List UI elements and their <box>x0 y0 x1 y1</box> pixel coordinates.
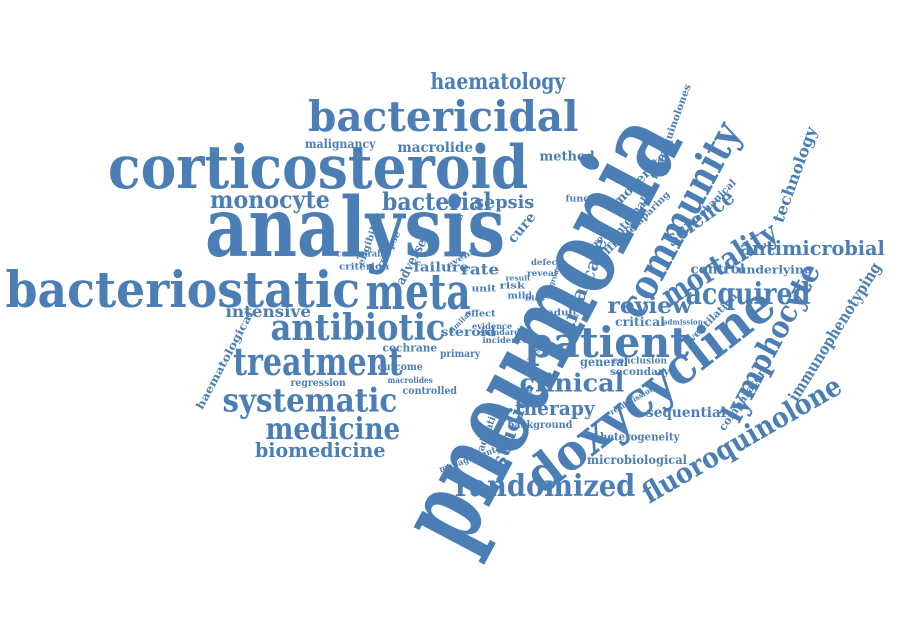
word-critical: critical <box>615 315 665 329</box>
word-bactericidal: bactericidal <box>308 92 579 141</box>
word-result: result <box>505 273 531 283</box>
word-intensive: intensive <box>225 302 312 321</box>
word-clinical: clinical <box>519 368 625 398</box>
word-technology: technology <box>768 124 821 226</box>
word-general: general <box>580 355 629 369</box>
word-controlled: controlled <box>402 386 458 397</box>
word-biomedicine: biomedicine <box>255 438 386 462</box>
word-randomized: randomized <box>455 469 636 504</box>
word-sepsis: sepsis <box>474 192 535 213</box>
word-malignancy: malignancy <box>305 137 376 151</box>
word-defect: defect <box>531 257 561 267</box>
word-mild: mild <box>507 291 533 302</box>
word-sequential: sequential <box>646 405 727 421</box>
word-underlying: underlying <box>737 263 813 277</box>
word-function: function <box>565 194 611 205</box>
word-conclusion: conclusion <box>612 356 668 367</box>
word-primary: primary <box>440 349 481 360</box>
word-adult: adult <box>547 308 578 319</box>
word-analysis: analysis <box>205 180 506 276</box>
word-microbiological: microbiological <box>587 453 687 467</box>
word-risk: risk <box>499 281 526 292</box>
word-control: control <box>690 262 745 278</box>
word-bias: bias <box>525 293 546 303</box>
word-standard: standard <box>480 327 520 337</box>
word-macrolides: macrolides <box>387 375 433 385</box>
word-criterion: criterion <box>339 262 390 273</box>
word-reveal: reveal <box>527 268 558 278</box>
word-patient: patient <box>524 318 690 367</box>
word-admission: admission <box>663 317 703 327</box>
word-macrolide: macrolide <box>397 140 473 156</box>
word-regression: regression <box>290 378 346 389</box>
word-antibiotic: antibiotic <box>270 307 446 349</box>
word-antimicrobial: antimicrobial <box>739 236 885 260</box>
word-cochrane: cochrane <box>382 341 438 355</box>
word-bacteriostatic: bacteriostatic <box>5 260 361 319</box>
word-secondary: secondary <box>610 367 670 378</box>
word-medicine: medicine <box>265 412 401 447</box>
word-bacterial: bacterial <box>382 187 492 216</box>
word-comparable: comparable <box>336 249 392 260</box>
word-treatment: treatment <box>233 339 403 384</box>
word-outcome: outcome <box>377 362 423 373</box>
word-meta: meta <box>365 262 471 321</box>
word-background: background <box>507 420 573 431</box>
word-therapy: therapy <box>515 396 595 420</box>
word-steroid: steroid <box>440 325 496 339</box>
word-evidence: evidence <box>472 321 513 331</box>
word-rate: rate <box>461 260 500 279</box>
word-effect: effect <box>465 309 496 320</box>
word-unit: unit <box>471 284 497 295</box>
word-method: method <box>539 149 595 165</box>
word-corticosteroid: corticosteroid <box>108 133 529 203</box>
word-acquired: acquired <box>685 277 811 312</box>
word-review: review <box>607 293 693 319</box>
word-systematic: systematic <box>222 380 398 420</box>
word-monocyte: monocyte <box>210 185 330 214</box>
word-incidence: incidence <box>482 335 528 345</box>
word-haematology: haematology <box>430 69 566 95</box>
word-heterogeneity: heterogeneity <box>600 430 680 444</box>
word-failure: failure <box>413 260 470 276</box>
